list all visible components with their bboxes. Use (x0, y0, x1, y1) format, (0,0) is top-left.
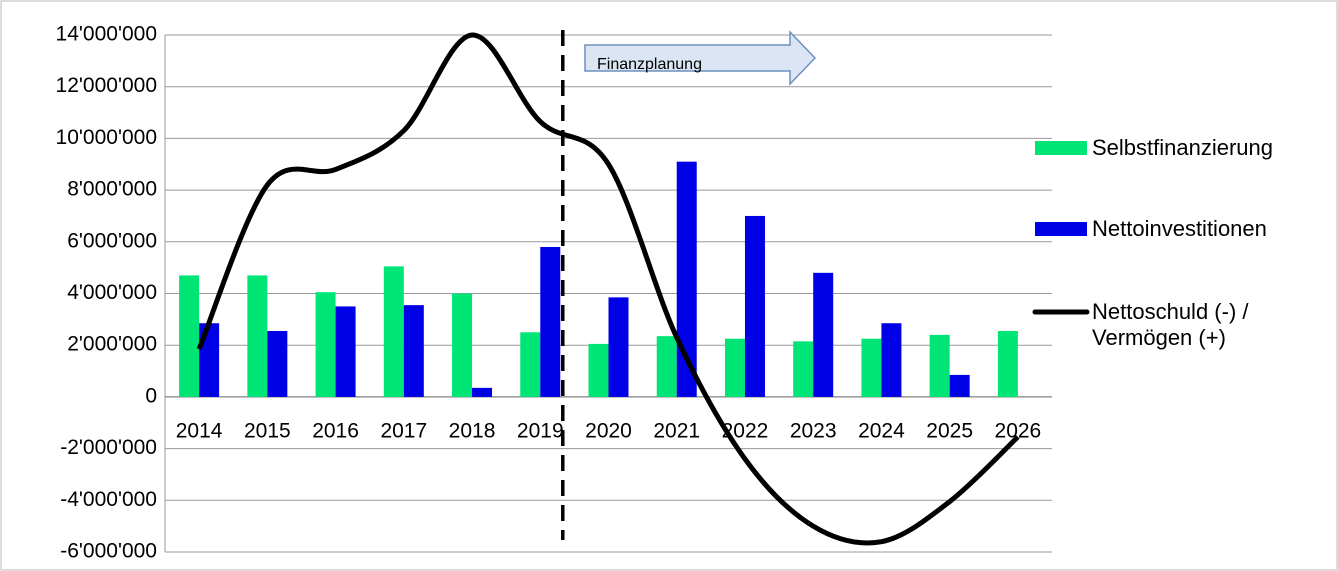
x-tick-label: 2019 (517, 419, 564, 442)
x-tick-label: 2016 (312, 419, 359, 442)
bar (656, 336, 677, 397)
bar (997, 330, 1018, 397)
x-tick-label: 2015 (244, 419, 291, 442)
line (196, 32, 1020, 546)
bar (179, 275, 200, 397)
y-tick-label: 4'000'000 (67, 281, 157, 304)
bar (540, 246, 561, 397)
x-tick-label: 2021 (653, 419, 700, 442)
bar (452, 293, 473, 397)
bar (676, 161, 697, 397)
bar (403, 305, 424, 397)
bar (267, 330, 288, 397)
bar (881, 323, 902, 397)
x-tick-label: 2024 (858, 419, 905, 442)
y-tick-label: 12'000'000 (56, 74, 157, 97)
legend-label: Nettoschuld (-) / Vermögen (+) (1092, 299, 1249, 350)
bar (247, 275, 268, 397)
x-tick-label: 2014 (176, 419, 223, 442)
bar (744, 215, 765, 397)
x-tick-label: 2023 (790, 419, 837, 442)
y-tick-label: -4'000'000 (60, 488, 157, 511)
bar (861, 338, 882, 397)
bar (383, 266, 404, 397)
bar (472, 387, 493, 397)
y-tick-label: 8'000'000 (67, 178, 157, 201)
bar (813, 272, 834, 397)
legend-label: Selbstfinanzierung (1092, 135, 1274, 160)
bar (520, 332, 541, 397)
y-tick-label: 2'000'000 (67, 333, 157, 356)
bar (608, 297, 629, 397)
bar (793, 341, 814, 397)
legend-swatch (1035, 222, 1087, 236)
legend-swatch (1035, 141, 1087, 155)
bar (949, 374, 970, 397)
bar (588, 343, 609, 397)
bar (929, 334, 950, 397)
y-tick-label: -2'000'000 (60, 436, 157, 459)
x-tick-label: 2020 (585, 419, 632, 442)
legend-label: Nettoinvestitionen (1092, 216, 1267, 241)
bar (315, 292, 336, 397)
bar (724, 338, 745, 397)
annotation-arrow (584, 30, 817, 86)
x-tick-label: 2018 (449, 419, 496, 442)
y-tick-label: 10'000'000 (56, 126, 157, 149)
y-tick-label: 0 (145, 384, 157, 407)
y-tick-label: 14'000'000 (56, 23, 157, 46)
x-tick-label: 2025 (926, 419, 973, 442)
y-tick-label: 6'000'000 (67, 229, 157, 252)
bar (335, 306, 356, 397)
x-tick-label: 2017 (380, 419, 427, 442)
x-tick-label: 2026 (995, 419, 1042, 442)
y-tick-label: -6'000'000 (60, 540, 157, 563)
annotation: Finanzplanung (597, 56, 702, 73)
x-tick-label: 2022 (722, 419, 769, 442)
